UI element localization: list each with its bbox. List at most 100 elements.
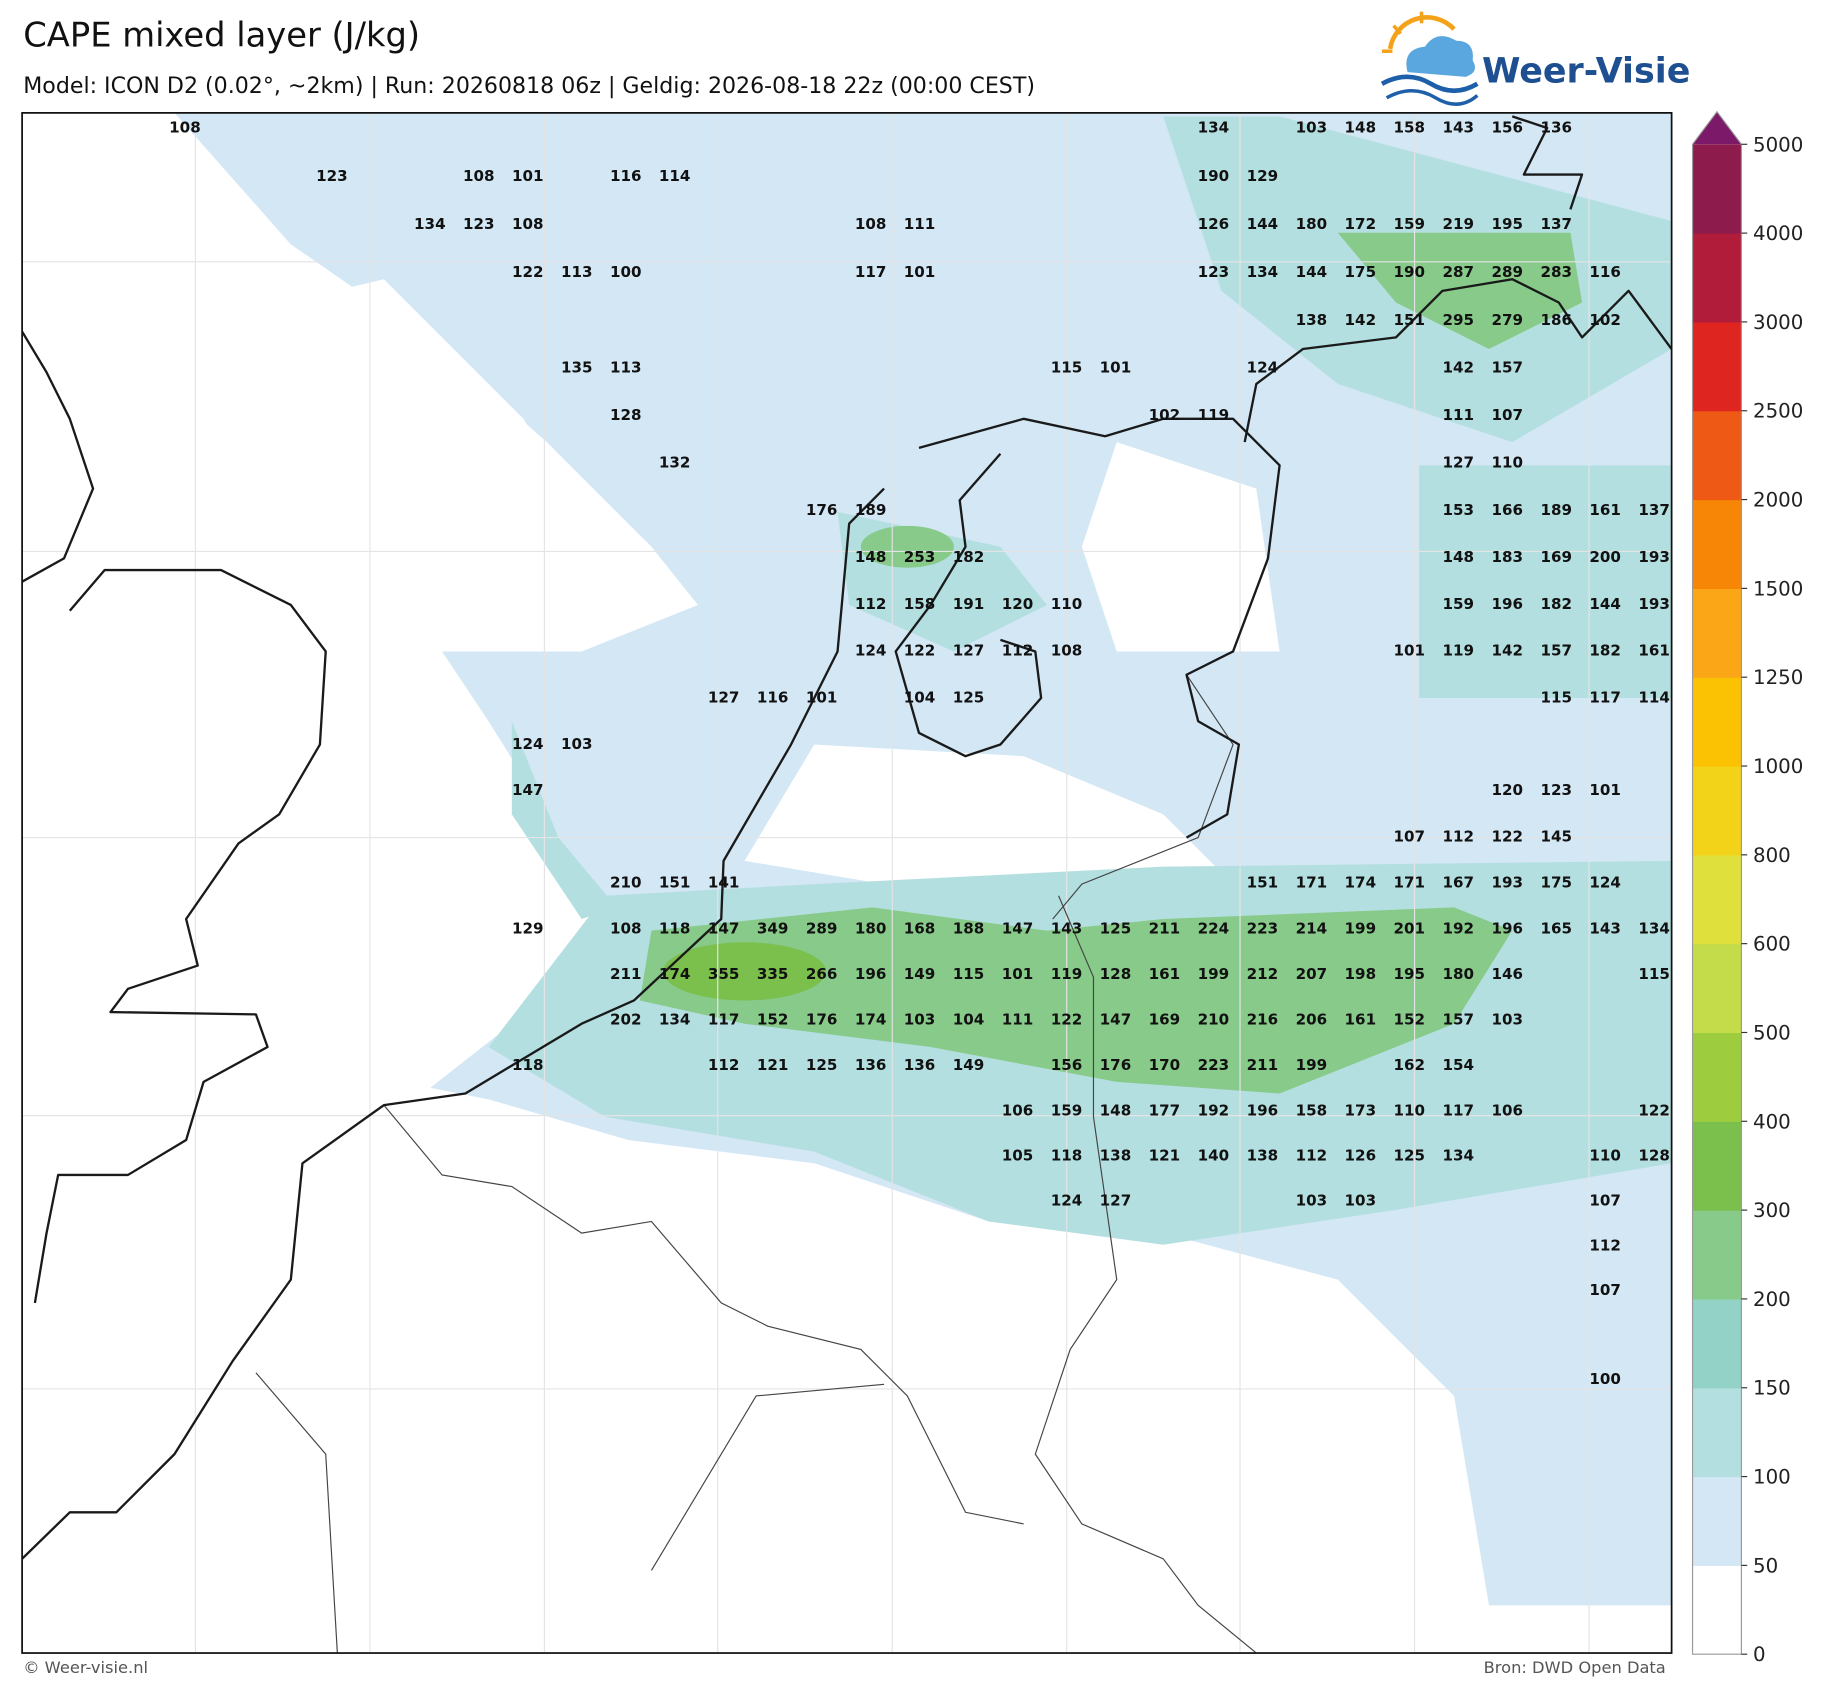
cape-label: 202	[610, 1011, 642, 1029]
cape-label: 199	[1345, 919, 1377, 937]
cape-label: 335	[757, 965, 789, 983]
cape-label: 210	[610, 873, 642, 891]
cape-label: 122	[1638, 1101, 1670, 1119]
cape-label: 108	[463, 167, 495, 185]
cape-label: 223	[1198, 1056, 1230, 1074]
cape-label: 110	[1394, 1101, 1426, 1119]
cape-label: 224	[1198, 919, 1230, 937]
cape-label: 168	[904, 919, 936, 937]
cape-label: 152	[1394, 1011, 1426, 1029]
cape-label: 158	[1394, 119, 1426, 137]
cape-label: 154	[1442, 1056, 1474, 1074]
cape-label: 136	[1540, 119, 1572, 137]
grid	[22, 112, 1672, 1654]
cape-label: 108	[169, 119, 201, 137]
cape-label: 104	[953, 1011, 985, 1029]
cape-label: 124	[512, 735, 544, 753]
cape-label: 175	[1540, 873, 1572, 891]
cape-label: 107	[1589, 1192, 1621, 1210]
cape-label: 103	[904, 1011, 936, 1029]
cape-label: 122	[1051, 1011, 1083, 1029]
cape-label: 134	[1198, 119, 1230, 137]
cape-label: 176	[806, 501, 838, 519]
cape-label: 112	[1296, 1147, 1328, 1165]
subtitle: Model: ICON D2 (0.02°, ~2km) | Run: 2026…	[23, 73, 1035, 99]
cape-label: 279	[1491, 311, 1523, 329]
cape-label: 174	[659, 965, 691, 983]
cape-label: 105	[1002, 1147, 1034, 1165]
cape-label: 192	[1442, 919, 1474, 937]
colorbar-band	[1692, 677, 1742, 767]
cape-label: 112	[708, 1056, 740, 1074]
cape-label: 137	[1540, 215, 1572, 233]
cape-label: 123	[316, 167, 348, 185]
cape-label: 116	[610, 167, 642, 185]
cape-label: 166	[1491, 501, 1523, 519]
cape-label: 112	[855, 595, 887, 613]
cape-label: 138	[1296, 311, 1328, 329]
cape-label: 207	[1296, 965, 1328, 983]
cape-label: 122	[1491, 827, 1523, 845]
cape-label: 101	[806, 688, 838, 706]
cape-label: 118	[1051, 1147, 1083, 1165]
colorbar-tick-label: 150	[1753, 1377, 1791, 1400]
cape-label: 132	[659, 454, 691, 472]
cape-label: 129	[1247, 167, 1279, 185]
cape-label: 103	[1345, 1192, 1377, 1210]
cape-label: 186	[1540, 311, 1572, 329]
colorbar-band	[1692, 943, 1742, 1034]
colorbar-tick-label: 2500	[1753, 400, 1803, 423]
colorbar-tick-label: 2000	[1753, 489, 1803, 512]
cape-label: 295	[1442, 311, 1474, 329]
cape-label: 115	[1540, 688, 1572, 706]
cape-label: 141	[708, 873, 740, 891]
cape-label: 177	[1149, 1101, 1181, 1119]
cape-label: 120	[1002, 595, 1034, 613]
cape-label: 355	[708, 965, 740, 983]
cape-label: 195	[1394, 965, 1426, 983]
cape-label: 198	[1345, 965, 1377, 983]
cape-label: 123	[1198, 263, 1230, 281]
colorbar-extension	[1692, 111, 1742, 145]
cape-label: 103	[1296, 1192, 1328, 1210]
logo-icon	[1380, 11, 1479, 106]
colorbar-tick-label: 5000	[1753, 133, 1803, 156]
cape-label: 125	[953, 688, 985, 706]
cape-label: 104	[904, 688, 936, 706]
cape-label: 127	[708, 688, 740, 706]
cape-label: 128	[1100, 965, 1132, 983]
cape-label: 103	[1296, 119, 1328, 137]
cape-label: 188	[953, 919, 985, 937]
cape-label: 200	[1589, 548, 1621, 566]
cape-label: 147	[1002, 919, 1034, 937]
colorbar-tick-label: 800	[1753, 844, 1791, 867]
colorbar-tick-label: 1500	[1753, 577, 1803, 600]
colorbar-band	[1692, 1210, 1742, 1300]
colorbar-band	[1692, 854, 1742, 945]
cape-label: 112	[1589, 1236, 1621, 1254]
cape-label: 182	[1589, 642, 1621, 660]
cape-label: 170	[1149, 1056, 1181, 1074]
cape-label: 167	[1442, 873, 1474, 891]
cape-label: 119	[1051, 965, 1083, 983]
cape-field-high	[639, 907, 1513, 1094]
cape-label: 195	[1491, 215, 1523, 233]
cape-label: 122	[512, 263, 544, 281]
cape-label: 211	[1247, 1056, 1279, 1074]
cape-label: 115	[1051, 359, 1083, 377]
cape-label: 157	[1491, 359, 1523, 377]
cape-label: 113	[610, 359, 642, 377]
logo-text: Weer-Visie	[1482, 52, 1690, 92]
cape-label: 146	[1491, 965, 1523, 983]
colorbar-tick-label: 50	[1753, 1554, 1778, 1577]
cape-label: 212	[1247, 965, 1279, 983]
cape-label: 101	[904, 263, 936, 281]
cape-label: 117	[1589, 688, 1621, 706]
cape-label: 176	[1100, 1056, 1132, 1074]
cape-label: 107	[1589, 1281, 1621, 1299]
cape-label: 219	[1442, 215, 1474, 233]
cape-label: 134	[659, 1011, 691, 1029]
cape-label: 125	[806, 1056, 838, 1074]
cape-label: 107	[1394, 827, 1426, 845]
cape-label: 287	[1442, 263, 1474, 281]
